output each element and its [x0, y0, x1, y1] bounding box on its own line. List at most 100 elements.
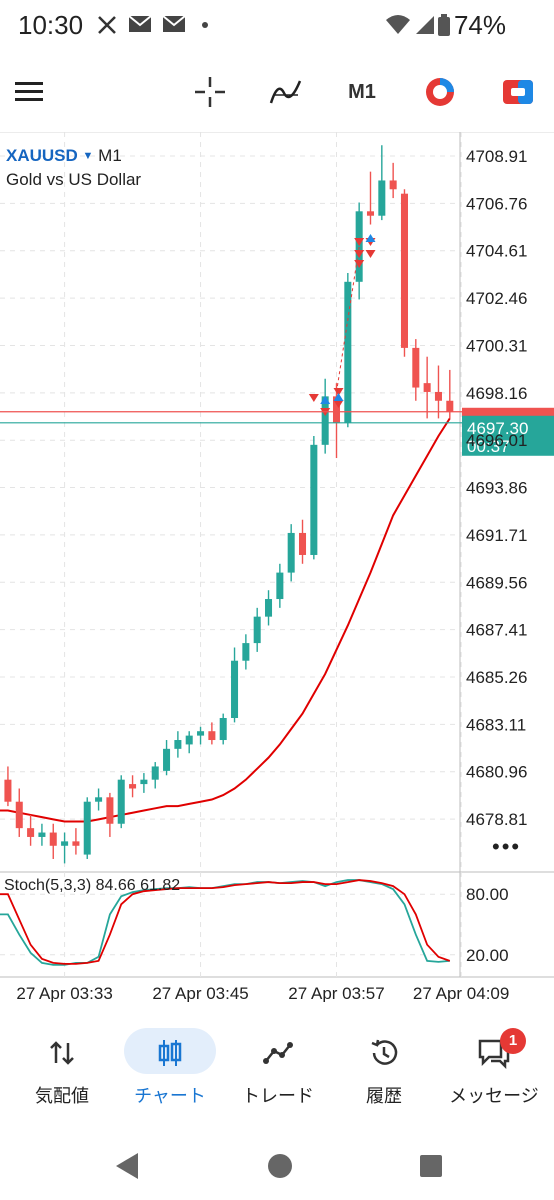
- candle-body: [95, 797, 103, 802]
- candle-body: [117, 779, 125, 824]
- candle-body: [332, 396, 341, 423]
- nav-quotes[interactable]: 気配値: [12, 1022, 112, 1112]
- dot-icon: [200, 14, 210, 42]
- signal-icon: [414, 14, 436, 42]
- price-tick-label: 4685.26: [466, 668, 527, 687]
- nav-history[interactable]: 履歴: [334, 1022, 434, 1112]
- candle-body: [151, 766, 159, 780]
- chart-toolbar: M1: [0, 62, 554, 122]
- status-time: 10:30: [18, 10, 84, 40]
- price-tick-label: 4696.01: [466, 431, 527, 450]
- time-tick-label: 27 Apr 03:57: [288, 984, 384, 1002]
- candle-body: [276, 572, 284, 600]
- candle-body: [344, 281, 352, 423]
- price-tick-label: 4680.96: [466, 763, 527, 782]
- home-icon[interactable]: [268, 1154, 292, 1178]
- candle-body: [4, 779, 12, 802]
- sell-marker-icon: [354, 260, 365, 268]
- candle-body: [185, 735, 193, 745]
- candle-body: [61, 841, 69, 846]
- candle-body: [299, 532, 307, 555]
- candle-body: [106, 797, 114, 824]
- buy-marker-icon: [333, 393, 344, 401]
- candle-body: [265, 599, 273, 617]
- time-tick-label: 27 Apr 03:45: [152, 984, 248, 1002]
- price-tick-label: 4708.91: [466, 147, 527, 166]
- current-price-tag: [462, 415, 554, 456]
- system-navigation: [0, 1135, 554, 1195]
- bottom-navigation: 気配値 チャート トレード 履歴 1 メッセージ: [0, 1022, 554, 1112]
- candle-body: [72, 841, 80, 846]
- price-tick-label: 4702.46: [466, 289, 527, 308]
- candle-body: [129, 784, 137, 789]
- candle-body: [310, 444, 318, 555]
- symbol-header[interactable]: XAUUSD ▼ M1: [6, 146, 122, 166]
- sell-marker-icon: [308, 394, 319, 402]
- price-tick-label: 4678.81: [466, 810, 527, 829]
- price-tick-label: 4704.61: [466, 242, 527, 261]
- candle-body: [163, 748, 171, 771]
- price-tick-label: 4687.41: [466, 621, 527, 640]
- candle-body: [389, 180, 397, 190]
- bid-price-tag: [462, 407, 554, 418]
- stoch-level-label: 20.00: [466, 946, 509, 965]
- recents-icon[interactable]: [420, 1155, 442, 1177]
- symbol-name[interactable]: XAUUSD: [6, 146, 78, 165]
- nav-messages[interactable]: 1 メッセージ: [440, 1022, 548, 1112]
- nav-chart[interactable]: チャート: [120, 1022, 220, 1112]
- stochastic-label: Stoch(5,3,3) 84.66 61.82: [4, 877, 181, 894]
- moving-average-line: [0, 417, 451, 823]
- history-icon: [334, 1030, 434, 1076]
- candle-body: [83, 801, 91, 855]
- x-icon: [96, 14, 118, 42]
- price-tick-label: 4706.76: [466, 194, 527, 213]
- candle-body: [231, 660, 239, 718]
- candle-body: [38, 832, 46, 837]
- symbol-description: Gold vs US Dollar: [6, 170, 142, 189]
- mail-icon: [162, 14, 186, 40]
- nav-trade-label: トレード: [242, 1086, 314, 1106]
- back-icon[interactable]: [116, 1153, 138, 1179]
- current-price-label: 4697.30: [467, 419, 528, 438]
- candle-body: [49, 832, 57, 846]
- battery-percent: 74%: [453, 10, 506, 40]
- menu-icon[interactable]: [10, 72, 50, 112]
- candle-body: [140, 779, 148, 785]
- messages-icon: [440, 1030, 548, 1076]
- time-tick-label: 27 Apr 04:09: [413, 984, 509, 1002]
- stoch-level-label: 80.00: [466, 885, 509, 904]
- stoch-signal-line: [0, 879, 451, 965]
- symbol-dropdown-icon[interactable]: ▼: [82, 150, 94, 162]
- symbol-timeframe: M1: [98, 146, 122, 165]
- candle-body: [378, 180, 386, 216]
- candle-body: [321, 396, 329, 445]
- price-tick-label: 4693.86: [466, 479, 527, 498]
- chart-icon: [120, 1030, 220, 1076]
- trade-panel-icon[interactable]: [496, 72, 540, 112]
- one-click-trading-icon[interactable]: [418, 72, 462, 112]
- countdown-label: 00:37: [467, 437, 510, 456]
- candle-body: [355, 211, 363, 282]
- candle-body: [208, 731, 216, 741]
- nav-chart-label: チャート: [134, 1086, 206, 1106]
- indicators-icon[interactable]: [264, 72, 308, 112]
- message-badge: 1: [500, 1028, 526, 1054]
- price-tick-label: 4700.31: [466, 336, 527, 355]
- buy-marker-icon: [365, 234, 376, 242]
- trade-icon: [228, 1030, 328, 1076]
- crosshair-icon[interactable]: [190, 72, 230, 112]
- price-tick-label: 4689.56: [466, 573, 527, 592]
- quotes-icon: [12, 1030, 112, 1076]
- more-options-icon[interactable]: •••: [492, 834, 522, 859]
- candle-body: [253, 616, 261, 644]
- timeframe-button[interactable]: M1: [348, 80, 376, 103]
- buy-marker-icon: [320, 396, 331, 404]
- candle-body: [174, 740, 182, 749]
- price-tick-label: 4698.16: [466, 384, 527, 403]
- wifi-icon: [384, 14, 412, 42]
- candle-body: [15, 801, 23, 829]
- candle-body: [219, 717, 227, 741]
- candle-body: [412, 347, 420, 388]
- nav-trade[interactable]: トレード: [228, 1022, 328, 1112]
